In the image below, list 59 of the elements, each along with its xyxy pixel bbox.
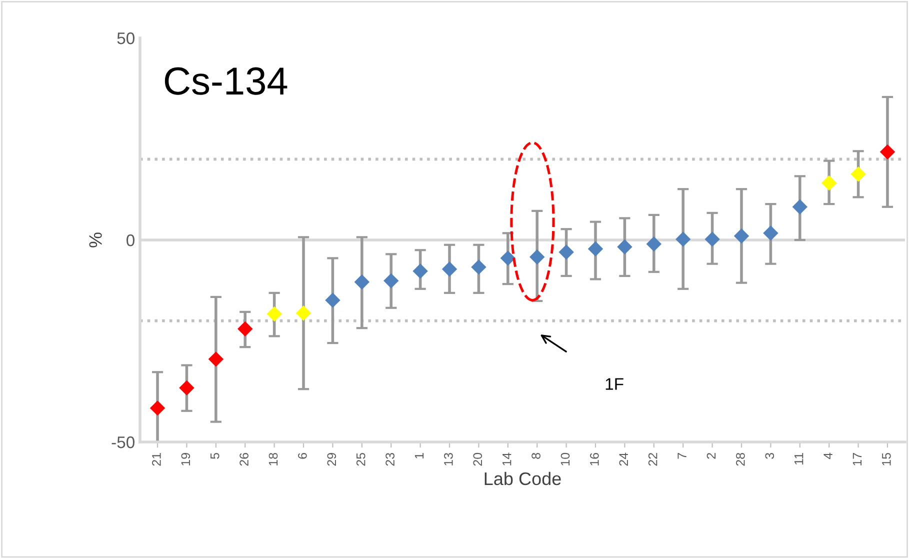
x-tick-label: 28 <box>736 452 745 466</box>
point <box>763 226 778 241</box>
point <box>529 249 545 265</box>
x-tick-label: 13 <box>444 452 453 466</box>
x-tick-label: 8 <box>532 452 540 459</box>
point <box>471 259 486 275</box>
x-tick-label: 20 <box>473 452 482 466</box>
point <box>179 380 194 396</box>
y-tick-label: 0 <box>126 234 134 246</box>
point <box>617 239 632 254</box>
point <box>442 261 458 277</box>
point <box>412 264 428 279</box>
point <box>734 228 750 244</box>
point <box>792 199 808 214</box>
x-tick-label: 1 <box>414 453 424 458</box>
point <box>646 236 662 252</box>
point <box>266 306 282 322</box>
x-tick-label: 7 <box>678 453 686 459</box>
x-tick-label: 24 <box>619 452 628 466</box>
point <box>296 306 312 321</box>
point <box>821 175 837 191</box>
point <box>675 232 691 247</box>
x-tick-label: 19 <box>181 453 190 466</box>
x-tick-label: 25 <box>356 452 366 466</box>
point <box>500 250 516 266</box>
x-tick-label: 26 <box>240 452 248 466</box>
point <box>354 274 370 290</box>
point <box>850 166 866 182</box>
x-tick-label: 21 <box>152 453 161 466</box>
point <box>238 321 253 336</box>
point <box>150 400 166 416</box>
y-tick-label: 50 <box>117 32 134 44</box>
point <box>208 352 224 367</box>
x-tick-label: 23 <box>386 452 394 466</box>
x-tick-label: 3 <box>765 452 774 459</box>
x-tick-label: 29 <box>327 453 336 466</box>
x-tick-label: 2 <box>706 453 716 459</box>
point <box>558 244 574 260</box>
x-axis-title: Lab Code <box>484 472 561 486</box>
x-tick-label: 15 <box>882 452 891 466</box>
x-tick-label: 5 <box>210 452 220 459</box>
point <box>384 273 399 288</box>
x-tick-label: 18 <box>268 452 278 466</box>
x-tick-label: 16 <box>590 452 599 466</box>
point <box>704 232 720 247</box>
x-tick-label: 11 <box>794 453 804 464</box>
point <box>880 144 896 160</box>
x-tick-label: 4 <box>824 452 832 460</box>
point <box>325 292 340 308</box>
point <box>588 241 604 256</box>
annotation: 1F <box>606 378 624 390</box>
x-tick-label: 6 <box>298 452 307 459</box>
x-tick-label: 14 <box>502 452 512 466</box>
y-axis-title: % <box>89 232 102 248</box>
text: Cs-134 <box>164 67 288 95</box>
x-tick-label: 10 <box>560 452 570 466</box>
x-tick-label: 22 <box>648 453 658 466</box>
y-tick-label: -50 <box>112 436 134 448</box>
x-tick-label: 17 <box>852 453 862 466</box>
